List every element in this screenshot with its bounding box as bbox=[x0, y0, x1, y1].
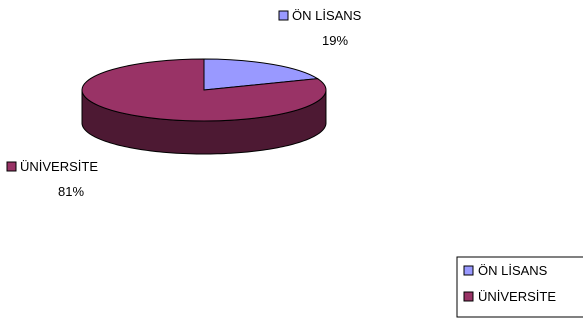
slice-label-swatch-on-lisans bbox=[278, 10, 289, 21]
legend-box bbox=[456, 256, 583, 318]
legend-swatch-on-lisans bbox=[463, 265, 474, 276]
legend-entry-universite: ÜNİVERSİTE bbox=[478, 289, 556, 304]
pie-tops bbox=[81, 58, 327, 122]
legend: ÖN LİSANS ÜNİVERSİTE bbox=[456, 256, 583, 318]
legend-swatch-universite bbox=[463, 291, 474, 302]
pie-slice-1 bbox=[81, 58, 327, 122]
pie-slice-0 bbox=[203, 58, 319, 91]
slice-label-text-on-lisans: ÖN LİSANS bbox=[292, 8, 362, 23]
slice-label-text-universite: ÜNİVERSİTE bbox=[20, 159, 98, 174]
slice-value-on-lisans: 19% bbox=[322, 33, 348, 48]
slice-label-on-lisans: ÖN LİSANS 19% bbox=[278, 8, 362, 48]
slice-label-universite: ÜNİVERSİTE 81% bbox=[6, 159, 98, 199]
slice-label-swatch-universite bbox=[6, 161, 17, 172]
slice-value-universite: 81% bbox=[58, 184, 84, 199]
legend-entry-on-lisans: ÖN LİSANS bbox=[478, 263, 548, 278]
